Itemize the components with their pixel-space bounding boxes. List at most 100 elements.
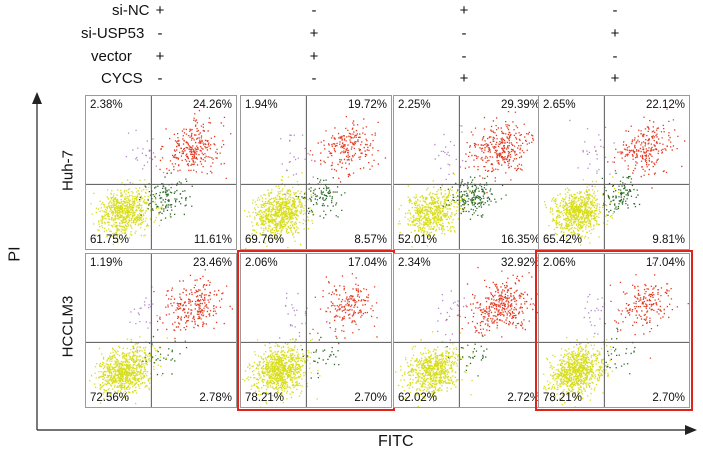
panel-huh7-col2: 1.94% 19.72% 69.76% 8.57%: [240, 95, 392, 250]
sign-vector-col1: +: [155, 48, 165, 65]
panel-hcclm3-col2-upper-right-percentage: 17.04%: [347, 257, 387, 269]
panel-huh7-col4-lower-left-events: [544, 176, 620, 246]
panel-huh7-col4-lower-left-percentage: 65.42%: [543, 234, 583, 246]
panel-huh7-col4-upper-right-dots: [595, 108, 686, 189]
condition-label-si-nc: si-NC: [112, 2, 150, 19]
x-axis-arrowhead: [685, 425, 697, 435]
panel-huh7-col2-upper-right-events: [309, 115, 387, 193]
panel-huh7-col4-lower-right-percentage: 9.81%: [652, 234, 685, 246]
panel-hcclm3-col2-lower-left-percentage: 78.21%: [245, 392, 285, 404]
panel-hcclm3-col4-lower-right-events: [603, 327, 636, 375]
panel-hcclm3-col2-upper-left-percentage: 2.06%: [245, 257, 278, 269]
panel-huh7-col2-upper-right-percentage: 19.72%: [347, 99, 387, 111]
panel-hcclm3-col4-lower-right-dots: [603, 327, 636, 375]
panel-hcclm3-col3-plot: [394, 254, 544, 407]
panel-hcclm3-col1-lower-right-percentage: 2.78%: [199, 392, 232, 404]
sign-cycs-col1: -: [157, 70, 163, 87]
sign-si-usp53-col3: -: [461, 25, 467, 42]
panel-hcclm3-col3: 2.34% 32.92% 62.02% 2.72%: [393, 253, 545, 408]
panel-hcclm3-col3-upper-right-events: [446, 266, 544, 338]
panel-huh7-col3-upper-right-dots: [464, 111, 544, 194]
condition-label-vector: vector: [91, 48, 132, 65]
sign-vector-col3: -: [461, 48, 467, 65]
panel-huh7-col3-plot: [394, 96, 544, 249]
panel-huh7-col1-upper-right-percentage: 24.26%: [192, 99, 232, 111]
panel-huh7-col4-upper-right-percentage: 22.12%: [645, 99, 685, 111]
panel-huh7-col4-lower-right-events: [601, 172, 641, 216]
panel-huh7-col2-lower-left-events: [244, 172, 315, 249]
panel-hcclm3-col1-upper-left-events: [129, 286, 161, 352]
panel-huh7-col4-upper-left-percentage: 2.65%: [543, 99, 576, 111]
panel-hcclm3-col2-lower-left-dots: [242, 338, 321, 407]
panel-huh7-col3-lower-left-dots: [397, 173, 476, 248]
panel-huh7-col1-lower-left-percentage: 61.75%: [90, 234, 130, 246]
panel-hcclm3-col2-lower-right-percentage: 2.70%: [354, 392, 387, 404]
panel-huh7-col2-lower-left-dots: [244, 172, 315, 249]
panel-huh7-col2-lower-left-percentage: 69.76%: [245, 234, 285, 246]
panel-huh7-col3-lower-left-percentage: 52.01%: [398, 234, 438, 246]
panel-huh7-col1-lower-right-percentage: 11.61%: [193, 234, 232, 246]
panel-hcclm3-col4-lower-left-percentage: 78.21%: [543, 392, 583, 404]
sign-cycs-col2: -: [311, 70, 317, 87]
y-axis-title: PI: [6, 246, 24, 262]
x-axis-title: FITC: [378, 433, 414, 450]
panel-huh7-col1: 2.38% 24.26% 61.75% 11.61%: [85, 95, 237, 250]
panel-huh7-col3-lower-right-events: [439, 176, 507, 220]
panel-hcclm3-col4-upper-left-percentage: 2.06%: [543, 257, 576, 269]
panel-huh7-col3-upper-right-events: [464, 111, 544, 194]
panel-hcclm3-col1-upper-right-dots: [153, 269, 233, 342]
y-axis-arrowhead: [32, 92, 42, 104]
panel-huh7-col3-upper-left-events: [434, 125, 464, 180]
sign-si-usp53-col2: +: [309, 25, 319, 42]
panel-huh7-col1-upper-right-events: [154, 109, 232, 179]
panel-hcclm3-col3-lower-right-dots: [446, 332, 488, 377]
panel-huh7-col3: 2.25% 29.39% 52.01% 16.35%: [393, 95, 545, 250]
sign-si-nc-col4: -: [612, 2, 618, 19]
panel-hcclm3-col3-upper-right-dots: [446, 266, 544, 338]
panel-hcclm3-col2-plot: [241, 254, 391, 407]
panel-hcclm3-col1-upper-left-percentage: 1.19%: [90, 257, 123, 269]
panel-hcclm3-col1: 1.19% 23.46% 72.56% 2.78%: [85, 253, 237, 408]
panel-hcclm3-col2-lower-left-events: [242, 338, 321, 407]
sign-si-usp53-col1: -: [157, 25, 163, 42]
panel-hcclm3-col1-upper-right-events: [153, 269, 233, 342]
panel-hcclm3-col3-upper-left-dots: [437, 290, 476, 341]
panel-huh7-col1-lower-right-dots: [138, 172, 193, 221]
panel-hcclm3-col2-highlight-box: [237, 250, 395, 411]
panel-huh7-col1-upper-right-dots: [154, 109, 232, 179]
row-label-huh7: Huh-7: [59, 150, 77, 191]
panel-hcclm3-col1-lower-right-events: [142, 329, 188, 376]
panel-hcclm3-col4-lower-left-events: [543, 336, 614, 407]
panel-huh7-col4-lower-right-dots: [601, 172, 641, 216]
panel-huh7-col2-upper-left-percentage: 1.94%: [245, 99, 278, 111]
panel-huh7-col2-lower-right-events: [295, 177, 346, 219]
panel-hcclm3-col3-lower-right-events: [446, 332, 488, 377]
sign-cycs-col3: +: [459, 70, 469, 87]
panel-huh7-col4-plot: [539, 96, 689, 249]
panel-hcclm3-col1-upper-left-dots: [129, 286, 161, 352]
panel-hcclm3-col4-highlight-box: [535, 250, 693, 411]
panel-hcclm3-col2-upper-right-events: [309, 273, 378, 345]
panel-hcclm3-col4-plot: [539, 254, 689, 407]
panel-huh7-col1-lower-right-events: [138, 172, 193, 221]
panel-hcclm3-col3-lower-right-percentage: 2.72%: [507, 392, 540, 404]
panel-huh7-col1-lower-left-events: [90, 179, 171, 245]
panel-huh7-col3-upper-left-dots: [434, 125, 464, 180]
panel-hcclm3-col2-upper-right-dots: [309, 273, 378, 345]
panel-hcclm3-col3-upper-right-percentage: 32.92%: [500, 257, 540, 269]
row-label-hcclm3: HCCLM3: [59, 295, 77, 358]
panel-hcclm3-col1-upper-right-percentage: 23.46%: [192, 257, 232, 269]
panel-hcclm3-col3-upper-left-percentage: 2.34%: [398, 257, 431, 269]
sign-si-nc-col1: +: [155, 2, 165, 19]
panel-hcclm3-col3-lower-left-percentage: 62.02%: [398, 392, 438, 404]
panel-huh7-col1-lower-left-dots: [90, 179, 171, 245]
panel-huh7-col1-plot: [86, 96, 236, 249]
panel-huh7-col2-plot: [241, 96, 391, 249]
panel-huh7-col1-upper-left-dots: [125, 129, 165, 184]
sign-si-nc-col3: +: [459, 2, 469, 19]
panel-hcclm3-col3-lower-left-dots: [395, 331, 474, 407]
panel-huh7-col2-lower-right-dots: [295, 177, 346, 219]
panel-hcclm3-col1-lower-right-dots: [142, 329, 188, 376]
panel-huh7-col3-lower-left-events: [397, 173, 476, 248]
